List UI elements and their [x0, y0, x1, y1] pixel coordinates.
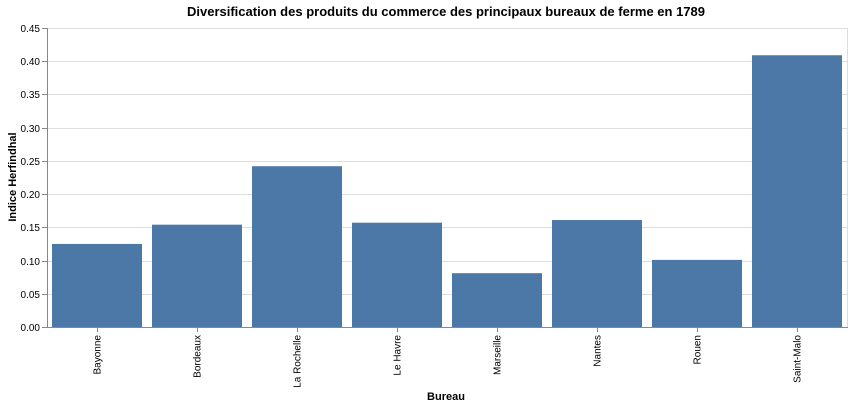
chart-title: Diversification des produits du commerce… [187, 4, 705, 19]
x-axis: Bayonne Bordeaux La Rochelle Le Havre Marsei… [47, 327, 848, 388]
x-tick-label: Nantes [593, 335, 604, 367]
y-tick-label: 0.20 [21, 190, 41, 201]
x-axis-title: Bureau [427, 391, 465, 403]
bars [52, 55, 842, 328]
y-tick-label: 0.15 [21, 223, 41, 234]
y-tick-label: 0.40 [21, 57, 41, 68]
y-tick-label: 0.45 [21, 24, 41, 35]
x-tick-label: Bayonne [93, 335, 104, 375]
x-tick-label: La Rochelle [293, 335, 304, 388]
bar-le-havre [352, 222, 442, 327]
x-tick-label: Saint-Malo [793, 335, 804, 383]
y-tick-label: 0.25 [21, 157, 41, 168]
x-tick-label: Le Havre [393, 335, 404, 376]
bar-saint-malo [752, 55, 842, 328]
bar-la-rochelle [252, 166, 342, 327]
x-tick-label: Rouen [693, 335, 704, 364]
bar-nantes [552, 220, 642, 327]
bar-marseille [452, 273, 542, 327]
bar-bordeaux [152, 224, 242, 327]
y-tick-label: 0.05 [21, 290, 41, 301]
y-tick-label: 0.10 [21, 257, 41, 268]
bar-rouen [652, 259, 742, 327]
y-tick-label: 0.30 [21, 124, 41, 135]
y-tick-label: 0.00 [21, 323, 41, 334]
x-tick-label: Bordeaux [193, 335, 204, 378]
bar-bayonne [52, 243, 142, 327]
y-axis-title: Indice Herfindhal [7, 132, 19, 221]
x-tick-label: Marseille [493, 335, 504, 375]
y-axis: 0.00 0.05 0.10 0.15 0.20 0.25 0.30 0.35 0.40 0.45 [21, 24, 48, 334]
y-tick-label: 0.35 [21, 90, 41, 101]
